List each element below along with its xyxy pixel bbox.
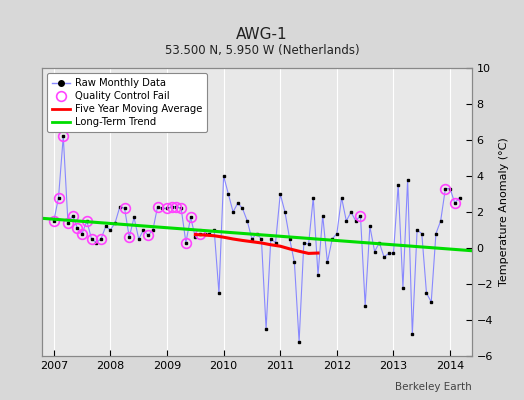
Text: AWG-1: AWG-1	[236, 27, 288, 42]
Text: 53.500 N, 5.950 W (Netherlands): 53.500 N, 5.950 W (Netherlands)	[165, 44, 359, 57]
Y-axis label: Temperature Anomaly (°C): Temperature Anomaly (°C)	[498, 138, 508, 286]
Legend: Raw Monthly Data, Quality Control Fail, Five Year Moving Average, Long-Term Tren: Raw Monthly Data, Quality Control Fail, …	[47, 73, 208, 132]
Text: Berkeley Earth: Berkeley Earth	[395, 382, 472, 392]
